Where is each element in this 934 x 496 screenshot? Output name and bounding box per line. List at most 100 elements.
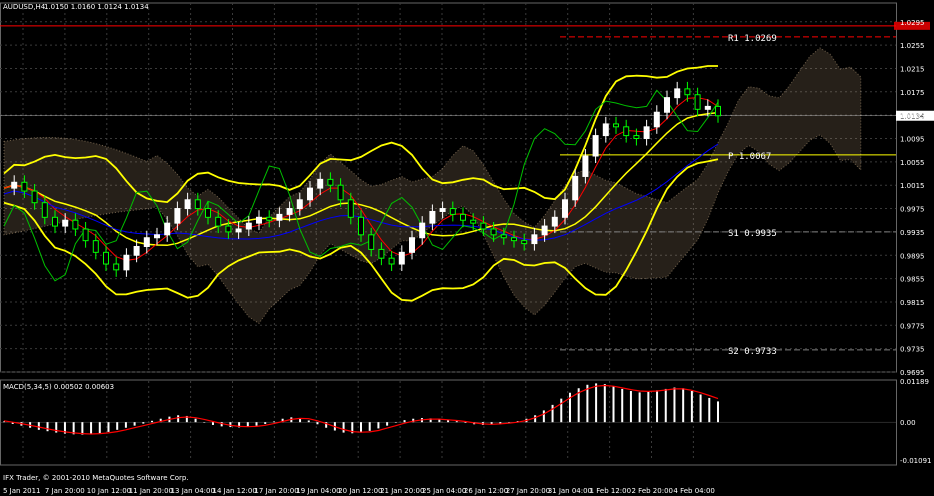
macd-bar <box>11 422 14 424</box>
x-tick-label: 10 Jan 12:00 <box>87 487 131 495</box>
candle-body <box>205 208 211 218</box>
macd-bar <box>386 422 389 426</box>
macd-bar <box>307 420 310 423</box>
candle-body <box>582 155 589 177</box>
macd-bar <box>568 392 571 423</box>
macd-bar <box>534 415 537 423</box>
candle-body <box>337 184 344 201</box>
macd-bar <box>603 384 606 423</box>
candle-body <box>72 219 79 230</box>
macd-bar <box>612 386 615 423</box>
macd-panel-border <box>0 379 897 466</box>
candle-body <box>235 228 242 233</box>
candle-body <box>409 237 415 253</box>
macd-bar <box>455 421 458 423</box>
macd-bar <box>211 422 214 425</box>
candle-body <box>215 216 222 227</box>
candle-body <box>184 199 191 210</box>
candle-body <box>174 208 181 224</box>
candle-body <box>62 219 69 227</box>
macd-label: MACD(5,34,5) 0.00502 0.00603 <box>3 383 114 391</box>
candle-body <box>286 208 293 215</box>
x-tick-label: 1 Feb 12:00 <box>590 487 631 495</box>
macd-bar <box>673 387 676 423</box>
candle-body <box>113 263 120 271</box>
candle-body <box>123 254 130 271</box>
x-tick-label: 13 Jan 04:00 <box>171 487 215 495</box>
candle-body <box>52 216 58 227</box>
macd-bar <box>342 422 345 433</box>
candle-body <box>276 213 283 221</box>
x-tick-label: 2 Feb 20:00 <box>632 487 673 495</box>
macd-bar <box>107 422 110 432</box>
candle-body <box>541 225 548 236</box>
macd-bar <box>447 420 450 423</box>
y-tick-label: 1.0015 <box>900 182 925 190</box>
macd-bar <box>255 422 258 426</box>
y-tick-label: 1.0255 <box>900 42 925 50</box>
chikou-line <box>3 89 719 282</box>
macd-panel <box>0 383 896 435</box>
candle-body <box>347 199 354 218</box>
x-tick-label: 17 Jan 20:00 <box>254 487 298 495</box>
candle-body <box>103 251 109 265</box>
macd-bar <box>159 418 162 423</box>
level-label: R1 1.0269 <box>728 34 777 44</box>
macd-bar <box>577 388 580 423</box>
macd-bar <box>438 419 441 423</box>
candle-body <box>378 248 385 259</box>
macd-bar <box>63 422 66 434</box>
y-tick-label: 1.0135 <box>900 112 925 120</box>
candle-body <box>256 216 262 224</box>
candle-body <box>521 240 528 245</box>
candle-body <box>562 199 568 218</box>
ichimoku-cloud <box>3 47 862 325</box>
y-tick-label: 0.9695 <box>900 369 925 377</box>
candle-body <box>194 199 201 210</box>
y-tick-label: 1.0055 <box>900 159 925 167</box>
candle-body <box>551 216 558 227</box>
macd-bar <box>325 422 328 428</box>
macd-bar <box>682 388 685 423</box>
candle-body <box>225 225 232 233</box>
macd-bar <box>194 418 197 423</box>
macd-bar <box>281 418 284 423</box>
macd-bar <box>690 391 693 423</box>
x-tick-label: 27 Jan 20:00 <box>506 487 550 495</box>
candle-body <box>643 126 650 140</box>
macd-bar <box>90 422 93 435</box>
macd-bar <box>394 422 397 423</box>
candle-body <box>592 135 599 157</box>
macd-bar <box>81 422 84 435</box>
copyright-label: IFX Trader, © 2001-2010 MetaQuotes Softw… <box>3 474 189 482</box>
macd-y-tick-label: 0.00 <box>900 419 916 427</box>
y-tick-label: 0.9895 <box>900 252 925 260</box>
candle-body <box>664 97 670 113</box>
macd-bar <box>412 418 415 423</box>
macd-bar <box>229 422 232 428</box>
candle-body <box>133 245 140 256</box>
candle-body <box>572 175 579 201</box>
candle-body <box>11 181 18 189</box>
current-price-box <box>896 110 934 121</box>
macd-y-tick-label: 0.01189 <box>900 378 929 386</box>
candle-body <box>327 178 334 186</box>
candle-body <box>715 105 721 117</box>
macd-bar <box>246 422 249 427</box>
macd-bar <box>708 397 711 423</box>
candle-body <box>317 178 324 189</box>
macd-bar <box>560 398 563 423</box>
red-ma <box>3 97 719 261</box>
chart-grid <box>0 2 897 466</box>
x-tick-label: 19 Jan 04:00 <box>296 487 340 495</box>
macd-bar <box>499 422 502 424</box>
candle-body <box>21 181 28 192</box>
macd-y-tick-label: -0.01091 <box>900 457 931 465</box>
candle-body <box>511 237 517 242</box>
macd-bar <box>351 422 354 434</box>
macd-bar <box>203 422 206 423</box>
x-tick-label: 11 Jan 20:00 <box>129 487 173 495</box>
macd-signal-line <box>3 384 719 435</box>
y-tick-label: 0.9775 <box>900 322 925 330</box>
